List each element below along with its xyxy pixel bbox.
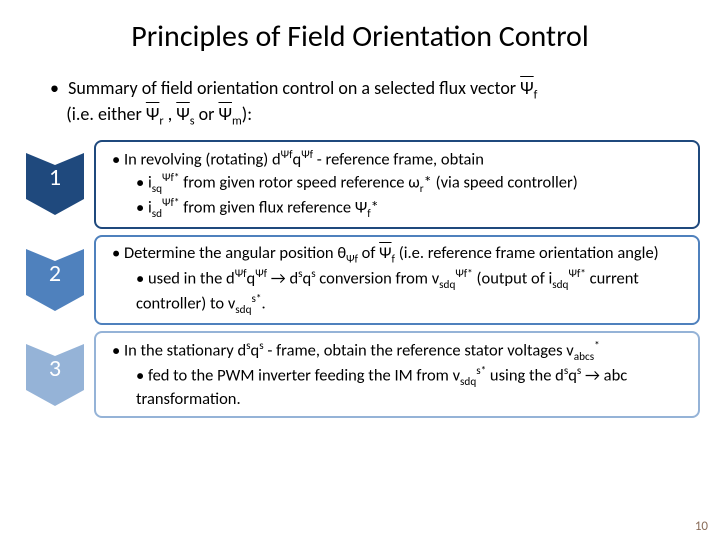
step-3-num: 3: [49, 354, 61, 383]
step-1: 1 • In revolving (rotating) dΨfqΨf - ref…: [20, 140, 700, 229]
summary-text: • Summary of field orientation control o…: [0, 63, 720, 140]
slide-title: Principles of Field Orientation Control: [0, 0, 720, 63]
steps-container: 1 • In revolving (rotating) dΨfqΨf - ref…: [0, 140, 720, 418]
step-2-content: • Determine the angular position θΨf of …: [94, 235, 700, 325]
step-3: 3 • In the stationary dsqs - frame, obta…: [20, 331, 700, 418]
step-2-num: 2: [49, 259, 61, 288]
step-1-content: • In revolving (rotating) dΨfqΨf - refer…: [94, 140, 700, 229]
step-1-chevron: 1: [20, 140, 90, 229]
step-2-chevron: 2: [20, 235, 90, 325]
step-2: 2 • Determine the angular position θΨf o…: [20, 235, 700, 325]
page-number: 10: [695, 519, 708, 534]
step-3-content: • In the stationary dsqs - frame, obtain…: [94, 331, 700, 418]
step-1-num: 1: [49, 163, 61, 192]
step-3-chevron: 3: [20, 331, 90, 418]
